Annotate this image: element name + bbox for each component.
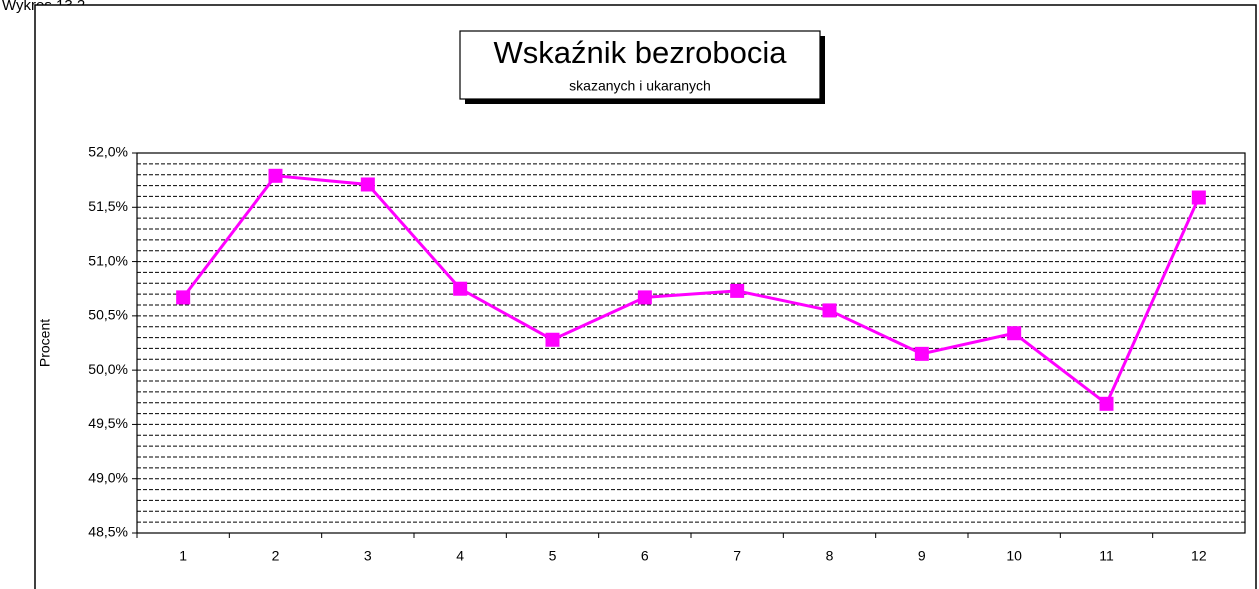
marker — [1099, 396, 1114, 411]
x-tick-label: 10 — [1006, 548, 1022, 564]
y-tick-label: 51,5% — [88, 198, 128, 214]
marker — [268, 168, 283, 183]
y-tick-label: 48,5% — [88, 524, 128, 540]
marker — [730, 283, 745, 298]
y-tick-label: 50,5% — [88, 307, 128, 323]
x-tick-label: 8 — [826, 548, 834, 564]
marker — [822, 303, 837, 318]
marker — [637, 290, 652, 305]
plot-area — [137, 153, 1245, 533]
x-tick-label: 4 — [456, 548, 464, 564]
y-axis-label: Procent — [37, 319, 53, 367]
marker — [1007, 326, 1022, 341]
marker — [176, 290, 191, 305]
y-tick-label: 49,5% — [88, 415, 128, 431]
marker — [914, 346, 929, 361]
marker — [453, 281, 468, 296]
y-tick-label: 51,0% — [88, 252, 128, 268]
x-tick-label: 9 — [918, 548, 926, 564]
x-tick-label: 5 — [549, 548, 557, 564]
x-tick-label: 2 — [272, 548, 280, 564]
x-tick-label: 12 — [1191, 548, 1207, 564]
x-tick-label: 6 — [641, 548, 649, 564]
marker — [360, 177, 375, 192]
chart-subtitle: skazanych i ukaranych — [569, 78, 711, 94]
y-tick-label: 49,0% — [88, 469, 128, 485]
x-tick-label: 3 — [364, 548, 372, 564]
x-tick-label: 7 — [733, 548, 741, 564]
x-tick-label: 11 — [1099, 548, 1114, 564]
x-tick-label: 1 — [179, 548, 187, 564]
marker — [545, 332, 560, 347]
marker — [1191, 190, 1206, 205]
line — [181, 174, 1201, 407]
y-tick-label: 50,0% — [88, 361, 128, 377]
chart-title: Wskaźnik bezrobocia — [494, 35, 788, 70]
y-tick-label: 52,0% — [88, 144, 128, 160]
title-box — [459, 30, 821, 100]
